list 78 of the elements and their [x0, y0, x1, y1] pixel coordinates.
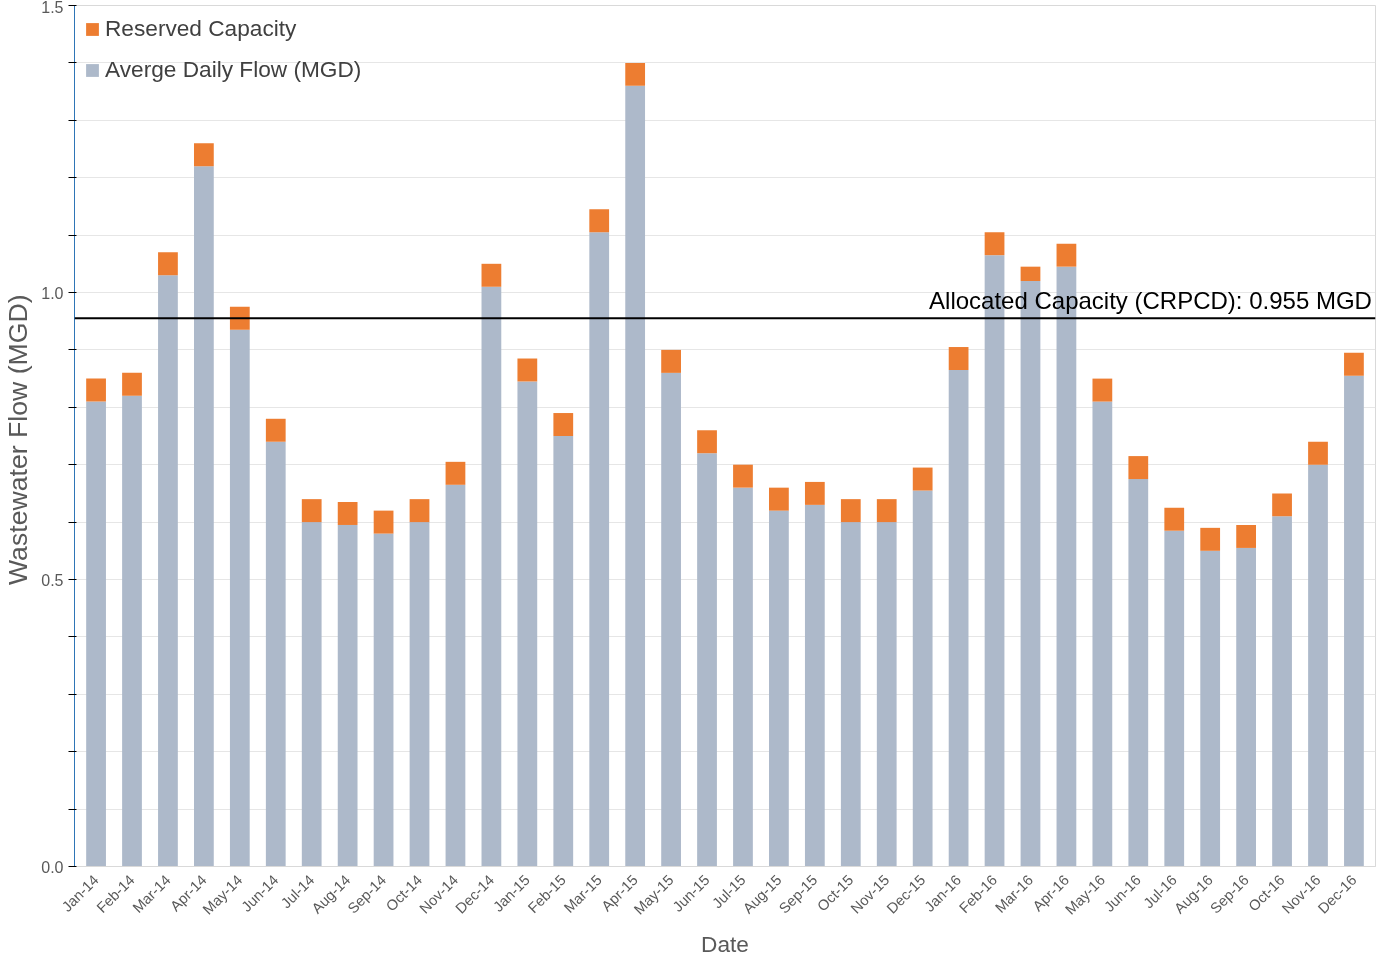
bar	[1272, 516, 1292, 867]
bar	[697, 430, 717, 454]
legend-label: Reserved Capacity	[105, 15, 297, 42]
bar	[1236, 524, 1256, 548]
bar	[1092, 401, 1113, 867]
bar	[1092, 378, 1113, 402]
bar	[840, 499, 861, 523]
bar	[301, 499, 322, 523]
bar	[481, 286, 502, 867]
bar	[517, 358, 538, 382]
bar	[769, 487, 789, 511]
y-tick-label: 1.5	[41, 0, 64, 16]
bar	[876, 522, 897, 867]
bar	[840, 522, 861, 867]
bar	[337, 524, 358, 867]
bar	[517, 381, 538, 867]
bar	[158, 252, 178, 276]
bar	[1200, 527, 1221, 551]
bar	[1056, 243, 1077, 267]
bar	[661, 372, 681, 867]
bar	[229, 306, 250, 330]
bar	[948, 369, 969, 867]
bar	[373, 510, 394, 534]
ref-line-label: Allocated Capacity (CRPCD): 0.955 MGD	[929, 287, 1372, 315]
bar	[1236, 547, 1256, 867]
bar	[409, 522, 430, 867]
bar	[194, 166, 214, 867]
bar	[625, 62, 646, 86]
y-tick-label: 1.0	[41, 284, 64, 302]
bar	[1344, 375, 1364, 867]
bar	[984, 232, 1005, 256]
bar	[876, 499, 897, 523]
y-tick-label: 0.5	[41, 571, 64, 589]
bar	[1344, 352, 1364, 376]
bar	[1164, 530, 1185, 867]
bar	[122, 395, 142, 867]
bar	[301, 522, 322, 867]
bar	[265, 441, 286, 867]
bar	[553, 413, 574, 436]
bar	[1128, 456, 1149, 480]
bar	[589, 232, 610, 867]
bar	[625, 85, 646, 867]
bar	[733, 464, 753, 488]
bar	[1308, 441, 1328, 465]
bar	[589, 209, 610, 233]
bar	[373, 533, 394, 867]
bar	[912, 490, 933, 867]
bar	[86, 401, 106, 867]
bar	[86, 378, 106, 402]
bar	[912, 467, 933, 491]
x-axis-title: Date	[701, 931, 749, 958]
bar	[1308, 464, 1328, 867]
bar	[194, 143, 214, 167]
bar	[1128, 479, 1149, 867]
bar	[1164, 507, 1185, 531]
bar	[229, 329, 250, 867]
y-tick-label: 0.0	[41, 858, 64, 876]
bar	[804, 504, 825, 867]
bar	[265, 418, 286, 442]
bar	[804, 481, 825, 505]
bar	[158, 275, 178, 867]
bar	[661, 349, 681, 373]
bar	[337, 502, 358, 525]
y-axis-title: Wastewater Flow (MGD)	[3, 294, 34, 586]
bar	[481, 263, 502, 287]
bar	[1272, 493, 1292, 517]
bar	[697, 453, 717, 867]
bar	[1020, 266, 1041, 282]
bar	[122, 372, 142, 396]
bar	[553, 436, 574, 867]
bar	[948, 347, 969, 370]
bar	[445, 484, 466, 867]
bar	[409, 499, 430, 523]
bar	[445, 461, 466, 485]
bar	[733, 487, 753, 867]
legend-label: Averge Daily Flow (MGD)	[105, 56, 362, 83]
bar	[1200, 550, 1221, 867]
bar	[769, 510, 789, 867]
